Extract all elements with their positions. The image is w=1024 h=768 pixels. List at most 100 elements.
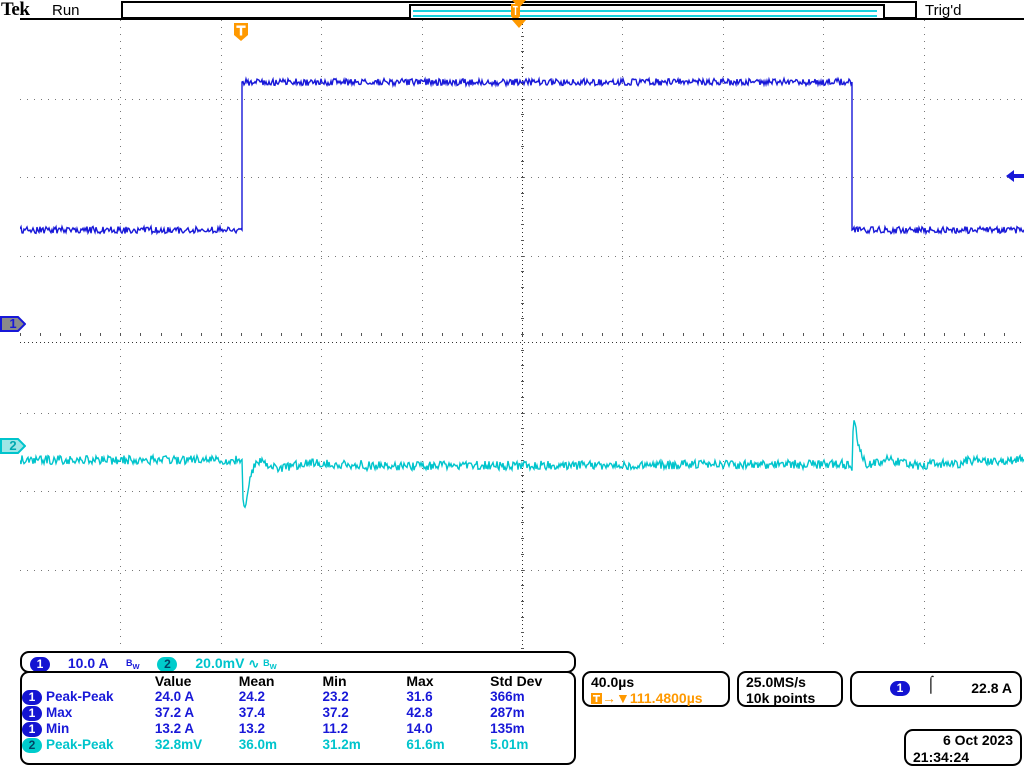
datetime-panel: 6 Oct 2023 21:34:24 bbox=[904, 729, 1022, 766]
delay-readout: →▼111.4800µs bbox=[591, 690, 703, 706]
graticule-tick bbox=[361, 333, 362, 336]
graticule-tick bbox=[502, 333, 503, 336]
ch2-ac-coupling-icon: ∿ bbox=[248, 656, 260, 671]
graticule-delay-triangle-icon bbox=[512, 20, 526, 28]
measurement-value: 24.0 A bbox=[154, 689, 195, 705]
graticule-tick bbox=[521, 193, 524, 194]
graticule-tick bbox=[521, 554, 524, 555]
measurement-header-min: Min bbox=[322, 673, 347, 689]
measurement-std: 366m bbox=[490, 689, 525, 705]
measurement-source-and-name: 1 Max bbox=[22, 705, 155, 721]
measurement-name: Max bbox=[46, 704, 73, 720]
graticule-tick bbox=[80, 333, 81, 336]
timebase-value: 40.0µs bbox=[591, 674, 635, 690]
measurement-name: Peak-Peak bbox=[46, 689, 114, 704]
measurement-mean: 37.4 bbox=[238, 705, 265, 721]
graticule-tick bbox=[582, 333, 583, 336]
measurement-channel-badge: 1 bbox=[22, 689, 42, 705]
measurement-value: 13.2 A bbox=[154, 721, 195, 737]
graticule-tick bbox=[521, 491, 524, 492]
trigger-position-t-icon[interactable] bbox=[233, 22, 249, 42]
measurement-row[interactable]: 1 Peak-Peak 24.0 A 24.2 23.2 31.6 366m bbox=[22, 689, 574, 705]
graticule-tick bbox=[642, 333, 643, 336]
graticule-tick bbox=[221, 333, 222, 336]
graticule[interactable] bbox=[20, 20, 1024, 649]
measurement-row[interactable]: 1 Min 13.2 A 13.2 11.2 14.0 135m bbox=[22, 721, 574, 737]
graticule-tick bbox=[521, 522, 524, 523]
measurement-row[interactable]: 1 Max 37.2 A 37.4 37.2 42.8 287m bbox=[22, 705, 574, 721]
measurement-name: Peak-Peak bbox=[46, 736, 114, 752]
measurement-name: Min bbox=[46, 720, 70, 736]
graticule-tick bbox=[381, 333, 382, 336]
graticule-tick bbox=[521, 99, 524, 100]
graticule-tick bbox=[521, 130, 524, 131]
graticule-tick bbox=[944, 333, 945, 336]
graticule-tick bbox=[521, 413, 524, 414]
graticule-tick bbox=[60, 333, 61, 336]
measurement-min: 23.2 bbox=[322, 689, 349, 705]
measurement-table[interactable]: Value Mean Min Max Std Dev 1 Peak-Peak 24.… bbox=[20, 671, 576, 765]
graticule-tick bbox=[562, 333, 563, 336]
ch1-marker-shape bbox=[0, 316, 26, 332]
graticule-tick bbox=[924, 333, 925, 336]
graticule-tick bbox=[521, 444, 524, 445]
measurement-source-and-name: 2 Peak-Peak bbox=[22, 737, 155, 753]
sample-rate-value: 25.0MS/s bbox=[746, 674, 806, 690]
measurement-max: 42.8 bbox=[406, 705, 433, 721]
ch2-badge[interactable]: 2 bbox=[157, 656, 178, 672]
measurement-mean: 13.2 bbox=[238, 721, 265, 737]
graticule-tick bbox=[462, 333, 463, 336]
ch2-bandwidth-icon: BW bbox=[263, 657, 277, 671]
channel-readout-bar[interactable]: 1 10.0 A BW 2 20.0mV ∿ BW bbox=[20, 651, 576, 673]
trigger-panel[interactable]: 1 ⌠ 22.8 A bbox=[850, 671, 1022, 707]
ch1-bandwidth-icon: BW bbox=[126, 657, 140, 671]
trigger-state: Trig'd bbox=[925, 2, 962, 19]
graticule-tick bbox=[521, 146, 524, 147]
graticule-tick bbox=[783, 333, 784, 336]
measurement-max: 14.0 bbox=[406, 721, 433, 737]
acquisition-state[interactable]: Run bbox=[52, 2, 80, 19]
waveform-layer bbox=[20, 76, 1024, 509]
graticule-tick bbox=[20, 333, 21, 336]
measurement-row[interactable]: 2 Peak-Peak 32.8mV 36.0m 31.2m 61.6m 5.01m bbox=[22, 737, 574, 753]
graticule-tick bbox=[683, 333, 684, 336]
timebase-panel[interactable]: 40.0µs →▼111.4800µs bbox=[582, 671, 730, 707]
graticule-tick bbox=[622, 333, 623, 336]
graticule-tick bbox=[521, 397, 524, 398]
measurement-grid: Value Mean Min Max Std Dev 1 Peak-Peak 24.… bbox=[22, 673, 574, 753]
ch1-waveform bbox=[20, 76, 1024, 236]
measurement-value: 37.2 A bbox=[154, 705, 195, 721]
graticule-tick bbox=[843, 333, 844, 336]
measurement-min: 31.2m bbox=[322, 737, 361, 753]
trigger-level-arrow-icon[interactable] bbox=[1006, 168, 1024, 184]
graticule-tick bbox=[321, 333, 322, 336]
ch2-ground-marker[interactable]: 2 bbox=[0, 436, 26, 456]
measurement-mean: 24.2 bbox=[238, 689, 265, 705]
graticule-tick bbox=[521, 36, 524, 37]
measurement-max: 31.6 bbox=[406, 689, 433, 705]
ch1-badge[interactable]: 1 bbox=[30, 656, 50, 672]
ch1-marker-label: 1 bbox=[9, 316, 17, 331]
graticule-tick bbox=[521, 224, 524, 225]
delay-value: 111.4800µs bbox=[629, 690, 703, 706]
ch1-ground-marker[interactable]: 1 bbox=[0, 314, 26, 334]
ch2-scale[interactable]: 20.0mV bbox=[195, 655, 245, 671]
graticule-tick bbox=[521, 475, 524, 476]
graticule-tick bbox=[542, 333, 543, 336]
graticule-tick bbox=[521, 648, 524, 649]
graticule-tick bbox=[521, 240, 524, 241]
measurement-std: 287m bbox=[490, 705, 525, 721]
trigger-level-value: 22.8 A bbox=[971, 680, 1012, 696]
graticule-tick bbox=[803, 333, 804, 336]
graticule-tick bbox=[964, 333, 965, 336]
measurement-body: 1 Peak-Peak 24.0 A 24.2 23.2 31.6 366m 1 Max 37.2… bbox=[22, 689, 574, 753]
graticule-tick bbox=[521, 83, 524, 84]
ch1-scale[interactable]: 10.0 A bbox=[67, 655, 109, 671]
graticule-tick bbox=[521, 114, 524, 115]
sample-rate-panel[interactable]: 25.0MS/s 10k points bbox=[737, 671, 843, 707]
graticule-tick bbox=[521, 271, 524, 272]
graticule-tick bbox=[1004, 333, 1005, 336]
measurement-source-and-name: 1 Min bbox=[22, 721, 155, 737]
ch1-wave-trace bbox=[20, 76, 1024, 236]
